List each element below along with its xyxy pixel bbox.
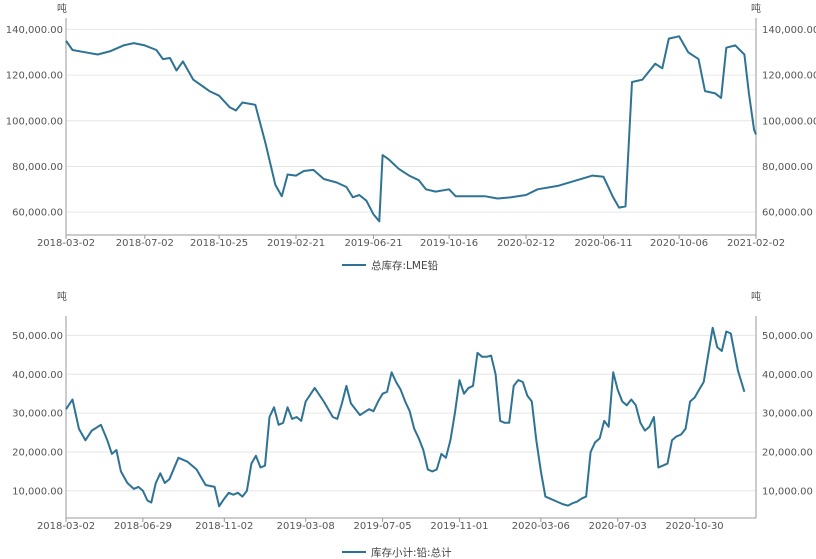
- chart1-x-tick-label: 2018-03-02: [37, 238, 95, 249]
- chart2-y-tick-label-right: 30,000.00: [762, 409, 813, 420]
- chart2-x-tick-label: 2020-03-06: [512, 521, 570, 532]
- chart1-x-tick-label: 2020-10-06: [650, 238, 708, 249]
- chart1-unit-left: 吨: [57, 2, 67, 15]
- chart2-x-tick-label: 2018-03-02: [37, 521, 95, 532]
- chart1-x-tick-label: 2021-02-02: [727, 238, 785, 249]
- chart1-y-tick-label-left: 120,000.00: [6, 71, 63, 82]
- chart1-series-line: [65, 35, 757, 223]
- chart2-x-tick-label: 2020-07-03: [589, 521, 647, 532]
- chart2-x-tick-label: 2018-11-02: [195, 521, 253, 532]
- chart1-x-tick-label: 2019-06-21: [344, 238, 402, 249]
- chart2-x-tick-label: 2019-03-08: [277, 521, 335, 532]
- chart1-unit-right: 吨: [751, 2, 761, 15]
- chart1-x-tick-label: 2019-02-21: [267, 238, 325, 249]
- chart2-x-tick-label: 2019-11-01: [430, 521, 488, 532]
- chart2-legend-label: 库存小计:铅:总计: [371, 546, 452, 559]
- chart1-x-tick-label: 2020-02-12: [497, 238, 555, 249]
- chart2-y-tick-label-right: 10,000.00: [762, 486, 813, 497]
- chart2-unit-right: 吨: [751, 290, 761, 303]
- chart2-x-tick-label: 2020-10-30: [666, 521, 724, 532]
- chart1-y-tick-label-right: 80,000.00: [762, 162, 813, 173]
- chart2-series-line: [65, 326, 746, 508]
- chart1-x-tick-label: 2020-06-11: [574, 238, 632, 249]
- chart1-x-tick-label: 2019-10-16: [420, 238, 478, 249]
- chart1-y-tick-label-left: 60,000.00: [12, 208, 63, 219]
- chart1-y-tick-label-right: 100,000.00: [762, 116, 816, 127]
- chart2-y-tick-label-right: 20,000.00: [762, 447, 813, 458]
- chart1-y-tick-label-right: 120,000.00: [762, 71, 816, 82]
- chart2-y-tick-label-left: 20,000.00: [12, 447, 63, 458]
- chart1-y-tick-label-right: 60,000.00: [762, 208, 813, 219]
- chart1-y-tick-label-left: 80,000.00: [12, 162, 63, 173]
- chart1-legend-label: 总库存:LME铅: [371, 259, 439, 272]
- chart2-y-tick-label-right: 40,000.00: [762, 370, 813, 381]
- chart2-y-tick-label-left: 10,000.00: [12, 486, 63, 497]
- chart1-y-tick-label-left: 140,000.00: [6, 25, 63, 36]
- chart2-x-tick-label: 2018-06-29: [114, 521, 172, 532]
- chart1-y-tick-label-right: 140,000.00: [762, 25, 816, 36]
- chart2-unit-left: 吨: [57, 290, 67, 303]
- chart1-x-tick-label: 2018-10-25: [190, 238, 248, 249]
- chart1-x-tick-label: 2018-07-02: [116, 238, 174, 249]
- chart2-x-tick-label: 2019-07-05: [354, 521, 412, 532]
- chart2-y-tick-label-left: 50,000.00: [12, 331, 63, 342]
- chart1-y-tick-label-left: 100,000.00: [6, 116, 63, 127]
- chart2-y-tick-label-left: 40,000.00: [12, 370, 63, 381]
- chart2-y-tick-label-right: 50,000.00: [762, 331, 813, 342]
- chart2-y-tick-label-left: 30,000.00: [12, 409, 63, 420]
